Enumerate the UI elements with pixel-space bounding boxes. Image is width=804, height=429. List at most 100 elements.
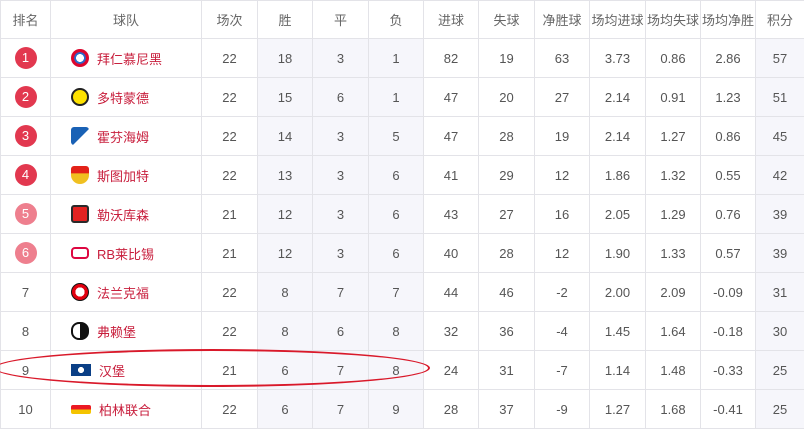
avg-goal-diff-cell: 0.76 [701,195,756,234]
goals-for-cell: 24 [424,351,479,390]
header-won[interactable]: 胜 [258,1,313,39]
goals-for-cell: 40 [424,234,479,273]
points-cell: 45 [756,117,804,156]
avg-goals-for-cell: 1.90 [590,234,646,273]
avg-goals-against-cell: 0.91 [646,78,701,117]
header-avg-goals-for[interactable]: 场均进球 [590,1,646,39]
table-header: 排名球队场次胜平负进球失球净胜球场均进球场均失球场均净胜积分 [1,1,804,39]
team-name-link[interactable]: 勒沃库森 [97,205,149,224]
won-cell: 13 [258,156,313,195]
avg-goals-against-cell: 1.64 [646,312,701,351]
team-name-link[interactable]: 弗赖堡 [97,322,136,341]
header-played[interactable]: 场次 [202,1,258,39]
lost-cell: 5 [369,117,424,156]
points-cell: 42 [756,156,804,195]
rank-badge: 1 [15,47,37,69]
drawn-cell: 7 [313,390,369,429]
bayern-logo-icon [71,49,89,67]
goals-against-cell: 37 [479,390,535,429]
lost-cell: 6 [369,234,424,273]
goal-diff-cell: -2 [535,273,590,312]
rank-cell: 6 [1,234,51,273]
team-name-link[interactable]: 拜仁慕尼黑 [97,49,162,68]
team-cell: 法兰克福 [51,273,202,312]
avg-goals-for-cell: 3.73 [590,39,646,78]
avg-goal-diff-cell: 2.86 [701,39,756,78]
goal-diff-cell: 12 [535,156,590,195]
drawn-cell: 7 [313,351,369,390]
lost-cell: 8 [369,351,424,390]
team-name-link[interactable]: 多特蒙德 [97,88,149,107]
avg-goals-for-cell: 1.14 [590,351,646,390]
team-name-link[interactable]: 柏林联合 [99,400,151,419]
team-name-link[interactable]: RB莱比锡 [97,244,154,263]
team-name-link[interactable]: 汉堡 [99,361,125,380]
hamburg-logo-icon [71,364,91,376]
avg-goals-for-cell: 2.14 [590,117,646,156]
goals-against-cell: 29 [479,156,535,195]
rank-cell: 10 [1,390,51,429]
goals-for-cell: 82 [424,39,479,78]
team-name-link[interactable]: 霍芬海姆 [97,127,149,146]
won-cell: 14 [258,117,313,156]
won-cell: 8 [258,273,313,312]
header-avg-goal-diff[interactable]: 场均净胜 [701,1,756,39]
rank-badge: 4 [15,164,37,186]
avg-goals-against-cell: 1.32 [646,156,701,195]
header-points[interactable]: 积分 [756,1,804,39]
goals-against-cell: 20 [479,78,535,117]
drawn-cell: 6 [313,312,369,351]
header-drawn[interactable]: 平 [313,1,369,39]
played-cell: 22 [202,273,258,312]
leverkusen-logo-icon [71,205,89,223]
lost-cell: 9 [369,390,424,429]
points-cell: 57 [756,39,804,78]
header-lost[interactable]: 负 [369,1,424,39]
played-cell: 22 [202,117,258,156]
avg-goals-for-cell: 2.14 [590,78,646,117]
lost-cell: 6 [369,195,424,234]
avg-goal-diff-cell: 1.23 [701,78,756,117]
team-cell: 多特蒙德 [51,78,202,117]
avg-goals-for-cell: 2.05 [590,195,646,234]
played-cell: 22 [202,78,258,117]
team-name-link[interactable]: 法兰克福 [97,283,149,302]
avg-goal-diff-cell: 0.55 [701,156,756,195]
won-cell: 6 [258,351,313,390]
goals-for-cell: 47 [424,78,479,117]
header-team[interactable]: 球队 [51,1,202,39]
rank-cell: 8 [1,312,51,351]
drawn-cell: 3 [313,195,369,234]
team-cell: 拜仁慕尼黑 [51,39,202,78]
rank-cell: 4 [1,156,51,195]
stuttgart-logo-icon [71,166,89,184]
rank-cell: 7 [1,273,51,312]
avg-goal-diff-cell: -0.18 [701,312,756,351]
goals-for-cell: 28 [424,390,479,429]
team-name-link[interactable]: 斯图加特 [97,166,149,185]
goals-for-cell: 44 [424,273,479,312]
rank-badge: 3 [15,125,37,147]
won-cell: 6 [258,390,313,429]
goal-diff-cell: 12 [535,234,590,273]
header-goal-diff[interactable]: 净胜球 [535,1,590,39]
drawn-cell: 7 [313,273,369,312]
header-rank[interactable]: 排名 [1,1,51,39]
won-cell: 12 [258,234,313,273]
goal-diff-cell: -9 [535,390,590,429]
header-goals-against[interactable]: 失球 [479,1,535,39]
header-avg-goals-against[interactable]: 场均失球 [646,1,701,39]
lost-cell: 6 [369,156,424,195]
team-cell: 勒沃库森 [51,195,202,234]
header-goals-for[interactable]: 进球 [424,1,479,39]
